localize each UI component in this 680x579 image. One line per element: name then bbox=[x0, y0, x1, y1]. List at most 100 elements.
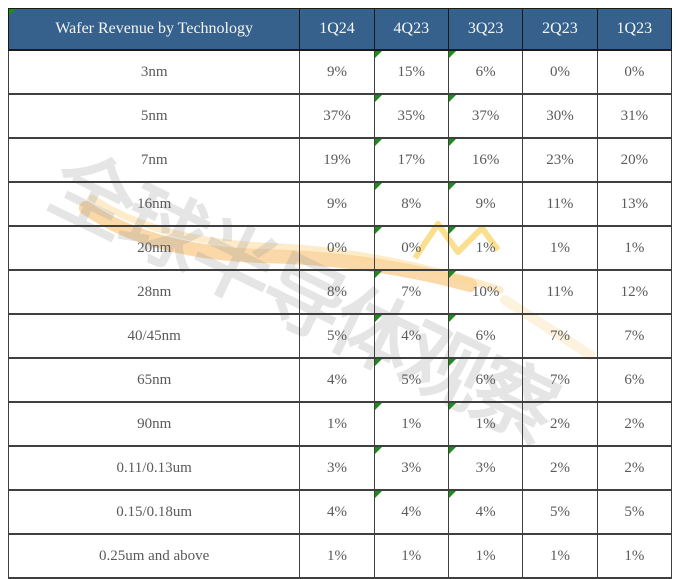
value-cell: 7% bbox=[522, 313, 598, 359]
value-cell: 2% bbox=[522, 445, 598, 491]
value-cell: 4% bbox=[299, 357, 375, 403]
table-row: 16nm 9% 8% 9% 11% 13% bbox=[7, 181, 673, 227]
value-cell: 4% bbox=[447, 489, 524, 535]
value-cell: 3% bbox=[447, 445, 524, 491]
value-cell: 37% bbox=[299, 93, 375, 139]
value-cell: 5% bbox=[596, 489, 673, 535]
value-cell: 20% bbox=[596, 137, 673, 183]
value-cell: 6% bbox=[447, 313, 524, 359]
value-cell: 0% bbox=[596, 49, 673, 95]
value-cell: 0% bbox=[373, 225, 449, 271]
value-cell: 30% bbox=[522, 93, 598, 139]
value-cell: 1% bbox=[447, 401, 524, 447]
header-row: Wafer Revenue by Technology 1Q24 4Q23 3Q23… bbox=[7, 8, 673, 51]
value-cell: 6% bbox=[447, 357, 524, 403]
cell-flag-icon bbox=[448, 315, 456, 322]
table-row: 28nm 8% 7% 10% 11% 12% bbox=[7, 269, 673, 315]
value-cell: 0% bbox=[299, 225, 375, 271]
value-cell: 10% bbox=[447, 269, 524, 315]
value-cell: 8% bbox=[373, 181, 449, 227]
value-cell: 31% bbox=[596, 93, 673, 139]
value-cell: 1% bbox=[447, 225, 524, 271]
value-cell: 12% bbox=[596, 269, 673, 315]
table-row: 90nm 1% 1% 1% 2% 2% bbox=[7, 401, 673, 447]
table-title-cell: Wafer Revenue by Technology bbox=[7, 8, 301, 51]
value-cell: 6% bbox=[447, 49, 524, 95]
cell-flag-icon bbox=[448, 403, 456, 410]
value-cell: 2% bbox=[522, 401, 598, 447]
value-cell: 4% bbox=[373, 313, 449, 359]
value-cell: 2% bbox=[596, 401, 673, 447]
row-label: 40/45nm bbox=[7, 313, 301, 359]
row-label: 3nm bbox=[7, 49, 301, 95]
column-header: 2Q23 bbox=[522, 8, 598, 51]
table-body: 3nm 9% 15% 6% 0% 0% 5nm 37% 35% 37% 30% 31% 7nm 19% 17… bbox=[7, 49, 673, 579]
value-cell: 1% bbox=[299, 533, 375, 579]
table-row: 20nm 0% 0% 1% 1% 1% bbox=[7, 225, 673, 271]
value-cell: 9% bbox=[447, 181, 524, 227]
value-cell: 4% bbox=[299, 489, 375, 535]
table-row: 0.25um and above 1% 1% 1% 1% 1% bbox=[7, 533, 673, 579]
row-label: 0.15/0.18um bbox=[7, 489, 301, 535]
value-cell: 0% bbox=[522, 49, 598, 95]
cell-flag-icon bbox=[374, 491, 382, 498]
value-cell: 1% bbox=[596, 225, 673, 271]
cell-flag-icon bbox=[448, 51, 456, 58]
value-cell: 3% bbox=[373, 445, 449, 491]
table-row: 65nm 4% 5% 6% 7% 6% bbox=[7, 357, 673, 403]
value-cell: 9% bbox=[299, 181, 375, 227]
table-row: 5nm 37% 35% 37% 30% 31% bbox=[7, 93, 673, 139]
value-cell: 1% bbox=[299, 401, 375, 447]
value-cell: 11% bbox=[522, 181, 598, 227]
value-cell: 3% bbox=[299, 445, 375, 491]
row-label: 90nm bbox=[7, 401, 301, 447]
row-label: 0.25um and above bbox=[7, 533, 301, 579]
value-cell: 1% bbox=[522, 225, 598, 271]
row-label: 16nm bbox=[7, 181, 301, 227]
value-cell: 8% bbox=[299, 269, 375, 315]
table-row: 40/45nm 5% 4% 6% 7% 7% bbox=[7, 313, 673, 359]
value-cell: 7% bbox=[522, 357, 598, 403]
column-header: 1Q23 bbox=[596, 8, 673, 51]
cell-flag-icon bbox=[374, 139, 382, 146]
row-label: 65nm bbox=[7, 357, 301, 403]
cell-flag-icon bbox=[448, 271, 456, 278]
row-label: 0.11/0.13um bbox=[7, 445, 301, 491]
row-label: 28nm bbox=[7, 269, 301, 315]
cell-flag-icon bbox=[448, 491, 456, 498]
value-cell: 15% bbox=[373, 49, 449, 95]
cell-flag-icon bbox=[374, 447, 382, 454]
value-cell: 1% bbox=[373, 401, 449, 447]
value-cell: 35% bbox=[373, 93, 449, 139]
cell-flag-icon bbox=[448, 139, 456, 146]
table-row: 7nm 19% 17% 16% 23% 20% bbox=[7, 137, 673, 183]
row-label: 20nm bbox=[7, 225, 301, 271]
cell-flag-icon bbox=[448, 227, 456, 234]
cell-flag-icon bbox=[448, 447, 456, 454]
cell-flag-icon bbox=[9, 9, 16, 16]
value-cell: 5% bbox=[373, 357, 449, 403]
cell-flag-icon bbox=[374, 315, 382, 322]
cell-flag-icon bbox=[448, 95, 456, 102]
value-cell: 6% bbox=[596, 357, 673, 403]
cell-flag-icon bbox=[448, 183, 456, 190]
value-cell: 7% bbox=[373, 269, 449, 315]
value-cell: 1% bbox=[373, 533, 449, 579]
cell-flag-icon bbox=[374, 403, 382, 410]
value-cell: 2% bbox=[596, 445, 673, 491]
cell-flag-icon bbox=[374, 183, 382, 190]
column-header: 1Q24 bbox=[299, 8, 375, 51]
table-row: 0.11/0.13um 3% 3% 3% 2% 2% bbox=[7, 445, 673, 491]
cell-flag-icon bbox=[374, 95, 382, 102]
value-cell: 9% bbox=[299, 49, 375, 95]
value-cell: 37% bbox=[447, 93, 524, 139]
value-cell: 17% bbox=[373, 137, 449, 183]
value-cell: 7% bbox=[596, 313, 673, 359]
row-label: 5nm bbox=[7, 93, 301, 139]
cell-flag-icon bbox=[374, 359, 382, 366]
wafer-revenue-table: Wafer Revenue by Technology 1Q24 4Q23 3Q23… bbox=[7, 8, 673, 579]
table-title: Wafer Revenue by Technology bbox=[55, 20, 253, 37]
row-label: 7nm bbox=[7, 137, 301, 183]
cell-flag-icon bbox=[374, 271, 382, 278]
table-row: 3nm 9% 15% 6% 0% 0% bbox=[7, 49, 673, 95]
